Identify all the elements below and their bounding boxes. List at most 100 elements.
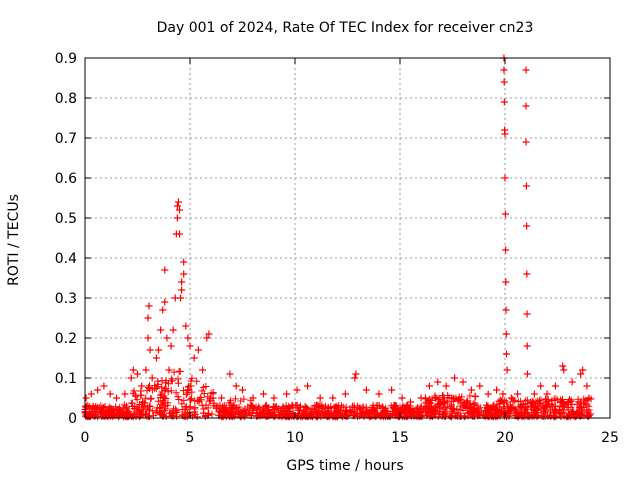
roti-point xyxy=(121,390,129,398)
roti-point xyxy=(568,378,576,386)
roti-background-point xyxy=(517,401,525,409)
roti-point xyxy=(502,306,510,314)
roti-background-point xyxy=(156,408,164,416)
roti-background-point xyxy=(511,397,519,405)
roti-point xyxy=(138,382,146,390)
roti-background-point xyxy=(523,396,531,404)
roti-background-point xyxy=(506,407,514,415)
roti-point xyxy=(182,322,190,330)
roti-background-point xyxy=(188,388,196,396)
roti-background-point xyxy=(434,396,442,404)
roti-point xyxy=(176,230,183,238)
roti-background-point xyxy=(227,397,235,405)
roti-point xyxy=(87,390,95,398)
roti-background-point xyxy=(414,407,422,415)
roti-point xyxy=(375,390,383,398)
roti-background-point xyxy=(446,402,454,410)
roti-point xyxy=(417,394,425,402)
roti-point xyxy=(232,382,240,390)
roti-background-point xyxy=(284,413,292,421)
roti-point xyxy=(129,366,137,374)
roti-background-point xyxy=(237,408,245,416)
roti-background-point xyxy=(500,398,508,406)
chart-title: Day 001 of 2024, Rate Of TEC Index for r… xyxy=(157,20,534,36)
roti-background-point xyxy=(279,411,287,419)
x-axis-label: GPS time / hours xyxy=(286,458,403,474)
roti-background-point xyxy=(384,407,392,415)
roti-background-point xyxy=(410,412,418,420)
y-tick-label: 0.9 xyxy=(55,51,77,67)
roti-background-point xyxy=(454,412,462,420)
roti-background-point xyxy=(170,368,178,376)
roti-background-point xyxy=(377,410,385,418)
roti-point xyxy=(180,270,188,278)
roti-point xyxy=(484,390,492,398)
roti-point xyxy=(500,78,508,86)
roti-background-point xyxy=(145,402,153,410)
roti-background-point xyxy=(170,405,178,413)
roti-background-point xyxy=(187,377,195,385)
roti-point xyxy=(459,378,467,386)
roti-background-point xyxy=(459,400,467,408)
data-points xyxy=(82,54,593,406)
roti-point xyxy=(583,382,591,390)
roti-point xyxy=(226,370,234,378)
roti-point xyxy=(523,222,531,230)
roti-background-point xyxy=(388,410,396,418)
roti-background-point xyxy=(353,412,361,420)
roti-background-point xyxy=(162,394,170,402)
roti-point xyxy=(106,390,114,398)
roti-background-point xyxy=(478,409,486,417)
roti-point xyxy=(203,334,211,342)
roti-background-point xyxy=(466,400,474,408)
roti-background-point xyxy=(293,402,301,410)
roti-background-point xyxy=(261,403,269,411)
roti-background-point xyxy=(161,407,169,415)
roti-background-point xyxy=(537,396,545,404)
roti-background-point xyxy=(365,413,373,421)
roti-background-point xyxy=(326,410,334,418)
roti-background-point xyxy=(354,402,362,410)
roti-point xyxy=(352,370,360,378)
roti-point xyxy=(523,370,531,378)
roti-background-point xyxy=(153,383,161,391)
roti-point xyxy=(425,382,433,390)
roti-background-point xyxy=(127,399,135,407)
roti-background-point xyxy=(538,412,546,420)
roti-point xyxy=(127,374,135,382)
roti-point xyxy=(577,370,585,378)
roti-background-point xyxy=(338,402,346,410)
roti-background-point xyxy=(151,384,159,392)
roti-background-point xyxy=(495,397,503,405)
roti-point xyxy=(144,334,152,342)
roti-point xyxy=(178,278,186,286)
y-tick-label: 0.3 xyxy=(55,291,77,307)
roti-background-point xyxy=(574,398,582,406)
roti-background-point xyxy=(372,402,380,410)
roti-background-point xyxy=(427,409,435,417)
roti-background-point xyxy=(560,408,568,416)
roti-background-point xyxy=(147,395,155,403)
roti-point xyxy=(341,390,349,398)
roti-background-point xyxy=(542,395,550,403)
roti-background-point xyxy=(231,395,239,403)
roti-background-point xyxy=(154,397,162,405)
roti-background-point xyxy=(404,407,412,415)
roti-point xyxy=(144,314,152,322)
roti-point xyxy=(94,386,102,394)
roti-point xyxy=(184,334,192,342)
roti-background-point xyxy=(390,401,398,409)
y-tick-label: 0.6 xyxy=(55,171,77,187)
roti-background-point xyxy=(120,401,128,409)
roti-point xyxy=(502,350,510,358)
roti-background-point xyxy=(425,400,433,408)
roti-background-point xyxy=(514,413,522,421)
roti-background-point xyxy=(541,403,549,411)
roti-background-point xyxy=(448,401,456,409)
roti-background-point xyxy=(450,405,458,413)
roti-background-point xyxy=(164,401,172,409)
roti-background-point xyxy=(530,404,538,412)
roti-point xyxy=(113,394,120,402)
roti-background-point xyxy=(499,403,507,411)
